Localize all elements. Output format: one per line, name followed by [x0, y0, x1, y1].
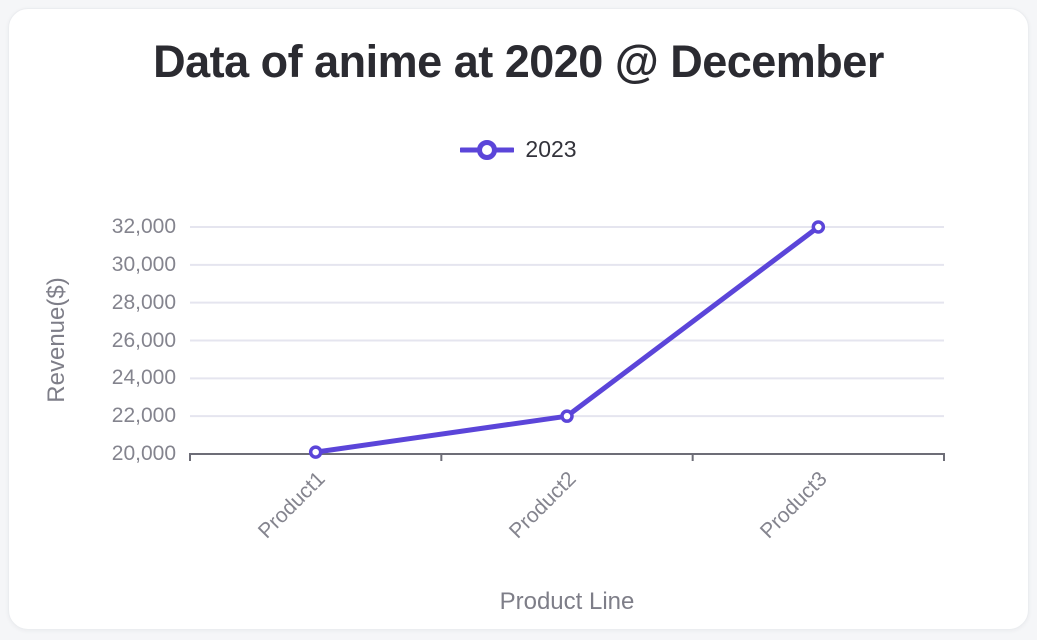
- data-point-product1[interactable]: [308, 445, 323, 459]
- y-tick-label: 24,000: [111, 366, 176, 390]
- legend-item-2023[interactable]: 2023: [0, 136, 1037, 163]
- y-tick-label: 28,000: [111, 290, 176, 314]
- legend-line-marker-icon: [460, 139, 515, 160]
- y-tick-label: 22,000: [111, 404, 176, 428]
- y-tick-label: 30,000: [111, 252, 176, 276]
- data-point-product2[interactable]: [560, 409, 574, 423]
- y-tick-label: 20,000: [111, 442, 176, 465]
- y-tick-label: 32,000: [111, 215, 176, 238]
- data-point-product3[interactable]: [811, 220, 826, 234]
- chart-card: [8, 8, 1029, 630]
- legend-label: 2023: [525, 136, 577, 162]
- x-axis-title: Product Line: [499, 588, 635, 615]
- chart-title: Data of anime at 2020 @ December: [153, 36, 884, 87]
- y-tick-label: 26,000: [111, 328, 176, 352]
